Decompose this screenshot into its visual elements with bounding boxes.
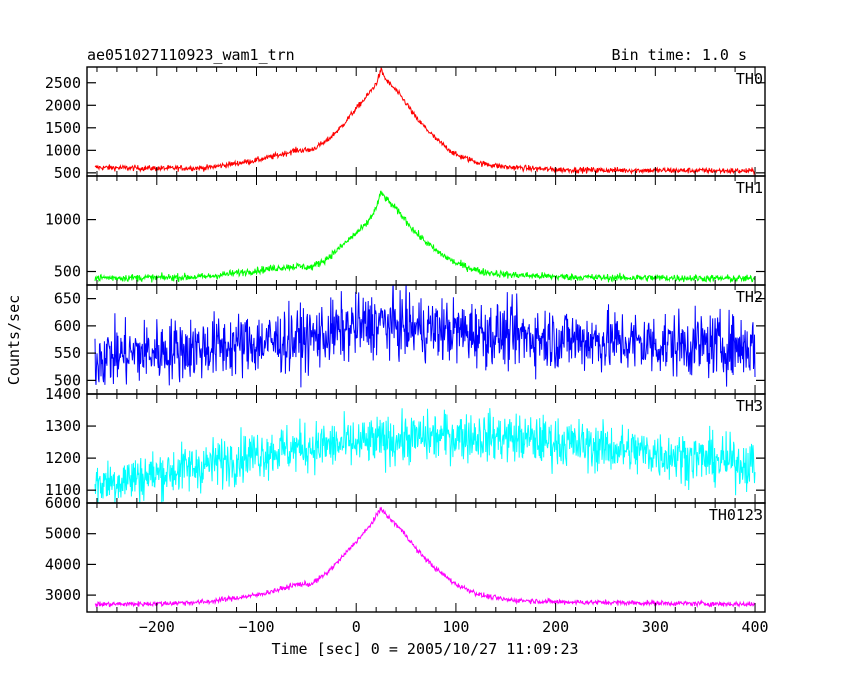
x-tick-label: 0	[352, 618, 361, 636]
x-tick-label: −100	[238, 618, 274, 636]
x-tick-label: 300	[642, 618, 669, 636]
y-tick-label: 2000	[45, 96, 81, 114]
y-tick-label: 1300	[45, 417, 81, 435]
y-tick-label: 2500	[45, 74, 81, 92]
panels-group: 500 1000 1500 2000 2500 TH0 500 1000 TH1 500 550 60…	[45, 66, 766, 613]
bin-time-label: Bin time: 1.0 s	[612, 46, 747, 64]
panel-th0: 500 1000 1500 2000 2500 TH0	[45, 66, 766, 182]
panel-th2: 500 550 600 650 TH2	[54, 284, 766, 395]
y-tick-label: 5000	[45, 525, 81, 543]
series-line-th0	[94, 67, 756, 176]
y-tick-label: 550	[54, 344, 81, 362]
panel-frame	[86, 66, 766, 177]
y-tick-label: 1100	[45, 481, 81, 499]
y-tick-label: 3000	[45, 586, 81, 604]
y-tick-label: 4000	[45, 555, 81, 573]
y-tick-label: 650	[54, 290, 81, 308]
y-tick-label: 500	[54, 263, 81, 281]
y-tick-label: 1000	[45, 141, 81, 159]
x-tick-label: 200	[542, 618, 569, 636]
panel-frame	[86, 175, 766, 286]
panel-label: TH2	[736, 288, 763, 306]
panel-label: TH0123	[709, 506, 763, 524]
panel-label: TH0	[736, 70, 763, 88]
panel-th1: 500 1000 TH1	[45, 175, 766, 286]
series-line-th0123	[94, 506, 756, 609]
y-tick-label: 1400	[45, 385, 81, 403]
x-tick-label: 400	[741, 618, 768, 636]
x-axis-label: Time [sec] 0 = 2005/10/27 11:09:23	[271, 640, 578, 658]
y-tick-label: 500	[54, 164, 81, 182]
panel-th0123: 3000 4000 5000 6000 TH0123	[45, 494, 766, 613]
y-tick-label: 1500	[45, 119, 81, 137]
panel-label: TH3	[736, 397, 763, 415]
series-line-th1	[94, 190, 756, 284]
panel-frame	[86, 502, 766, 613]
panel-th3: 1100 1200 1300 1400 TH3	[45, 385, 766, 504]
y-tick-label: 1200	[45, 449, 81, 467]
series-line-th3	[94, 408, 756, 503]
x-tick-label: 100	[442, 618, 469, 636]
y-tick-label: 500	[54, 371, 81, 389]
y-tick-label: 1000	[45, 211, 81, 229]
y-axis-label: Counts/sec	[5, 295, 23, 385]
x-tick-label: −200	[139, 618, 175, 636]
series-line-th2	[94, 285, 756, 388]
y-tick-label: 600	[54, 317, 81, 335]
panel-label: TH1	[736, 179, 763, 197]
chart-title: ae051027110923_wam1_trn	[87, 46, 295, 64]
y-tick-label: 6000	[45, 494, 81, 512]
x-tick-labels: −200 −100 0 100 200 300 400	[139, 618, 769, 636]
